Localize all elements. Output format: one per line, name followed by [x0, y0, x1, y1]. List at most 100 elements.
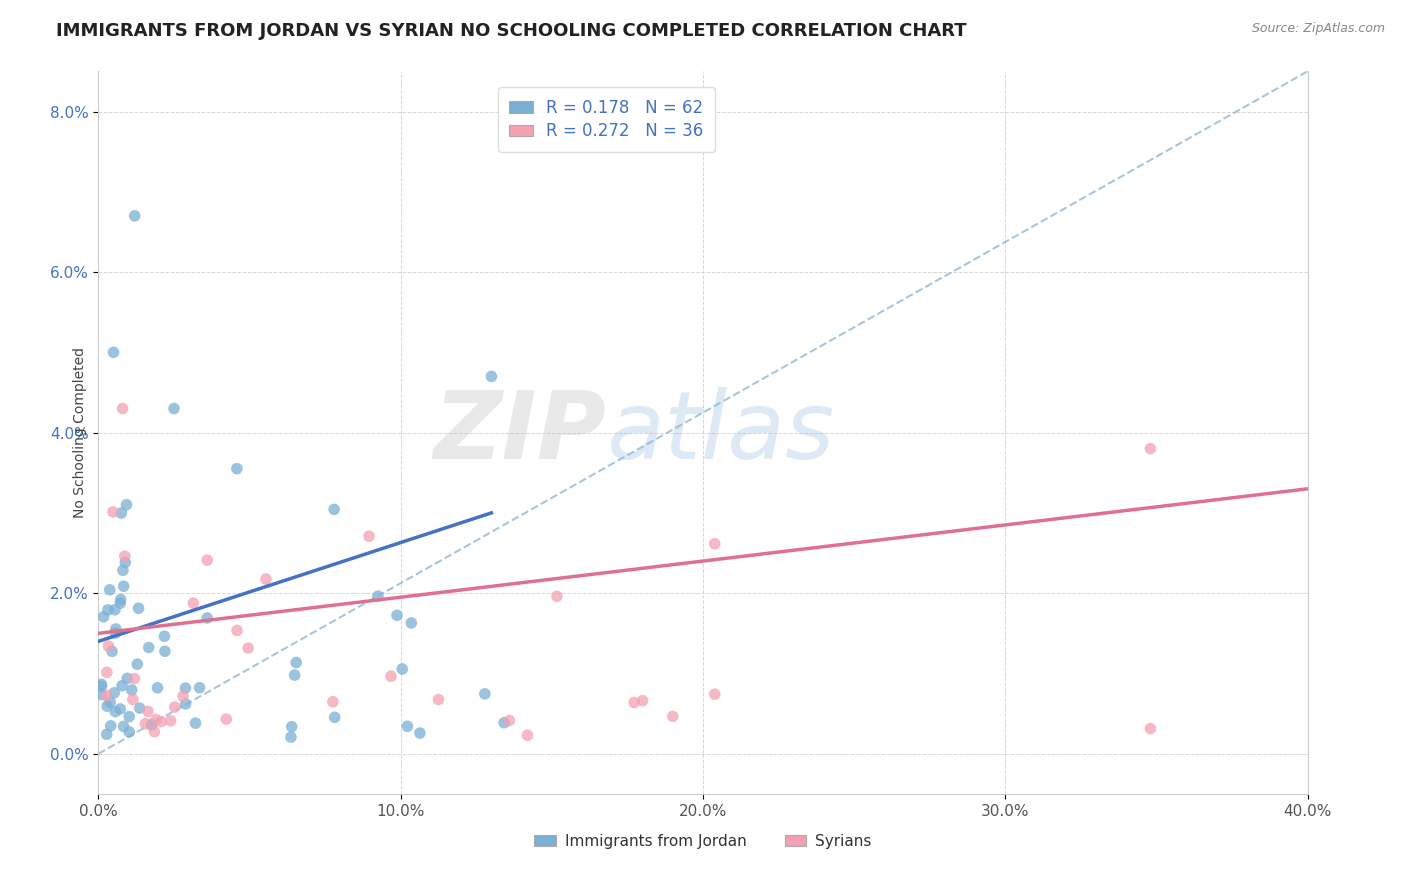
Text: IMMIGRANTS FROM JORDAN VS SYRIAN NO SCHOOLING COMPLETED CORRELATION CHART: IMMIGRANTS FROM JORDAN VS SYRIAN NO SCHO… [56, 22, 967, 40]
Point [104, 603, 127, 617]
Point [396, 719, 419, 733]
Y-axis label: No Schooling Completed: No Schooling Completed [73, 347, 87, 518]
Point [96, 665, 118, 680]
Point [280, 730, 302, 744]
Point [163, 700, 186, 714]
Point [195, 553, 218, 567]
Point [138, 640, 160, 655]
Legend: Immigrants from Jordan, Syrians: Immigrants from Jordan, Syrians [529, 828, 877, 855]
Point [100, 719, 122, 733]
Point [110, 506, 132, 520]
Point [121, 683, 143, 698]
Point [391, 662, 413, 676]
Point [323, 502, 346, 516]
Point [118, 725, 141, 739]
Point [122, 692, 145, 706]
Point [104, 622, 127, 636]
Point [401, 615, 423, 630]
Point [111, 679, 134, 693]
Point [103, 345, 125, 359]
Point [172, 689, 194, 703]
Point [146, 681, 169, 695]
Point [280, 720, 302, 734]
Point [184, 716, 207, 731]
Point [97, 639, 120, 653]
Point [285, 656, 308, 670]
Point [188, 681, 211, 695]
Point [97, 603, 120, 617]
Point [90, 679, 112, 693]
Point [90, 677, 112, 691]
Text: ZIP: ZIP [433, 386, 606, 479]
Point [124, 672, 146, 686]
Point [118, 709, 141, 723]
Point [153, 629, 176, 643]
Point [159, 714, 181, 728]
Point [115, 498, 138, 512]
Point [703, 687, 725, 701]
Text: atlas: atlas [606, 387, 835, 478]
Point [93, 609, 115, 624]
Point [498, 714, 520, 728]
Point [101, 644, 124, 658]
Point [110, 592, 132, 607]
Point [409, 726, 432, 740]
Point [98, 582, 121, 597]
Point [90, 688, 112, 702]
Point [104, 705, 127, 719]
Point [111, 401, 134, 416]
Point [98, 695, 121, 709]
Point [385, 608, 408, 623]
Point [136, 704, 159, 718]
Point [323, 710, 346, 724]
Point [661, 709, 683, 723]
Point [145, 713, 167, 727]
Point [516, 728, 538, 742]
Point [195, 611, 218, 625]
Point [236, 641, 259, 656]
Point [124, 209, 146, 223]
Point [1139, 442, 1161, 456]
Point [174, 681, 197, 695]
Point [481, 369, 503, 384]
Point [103, 686, 125, 700]
Point [631, 693, 654, 707]
Point [427, 692, 450, 706]
Point [367, 589, 389, 603]
Point [174, 697, 197, 711]
Point [101, 505, 124, 519]
Point [150, 714, 173, 729]
Point [96, 699, 118, 714]
Point [112, 719, 135, 733]
Point [380, 669, 402, 683]
Point [623, 696, 645, 710]
Point [134, 716, 156, 731]
Point [96, 689, 118, 703]
Text: Source: ZipAtlas.com: Source: ZipAtlas.com [1251, 22, 1385, 36]
Point [114, 556, 136, 570]
Point [225, 461, 247, 475]
Point [163, 401, 186, 416]
Point [127, 657, 149, 672]
Point [183, 596, 205, 610]
Point [110, 702, 132, 716]
Point [1139, 722, 1161, 736]
Point [357, 529, 380, 543]
Point [215, 712, 238, 726]
Point [284, 668, 307, 682]
Point [104, 626, 127, 640]
Point [96, 727, 118, 741]
Point [141, 718, 163, 732]
Point [474, 687, 496, 701]
Point [226, 624, 249, 638]
Point [112, 579, 135, 593]
Point [117, 671, 139, 685]
Point [110, 596, 132, 610]
Point [111, 563, 134, 577]
Point [143, 724, 166, 739]
Point [254, 572, 277, 586]
Point [546, 590, 568, 604]
Point [494, 715, 516, 730]
Point [114, 549, 136, 564]
Point [703, 537, 725, 551]
